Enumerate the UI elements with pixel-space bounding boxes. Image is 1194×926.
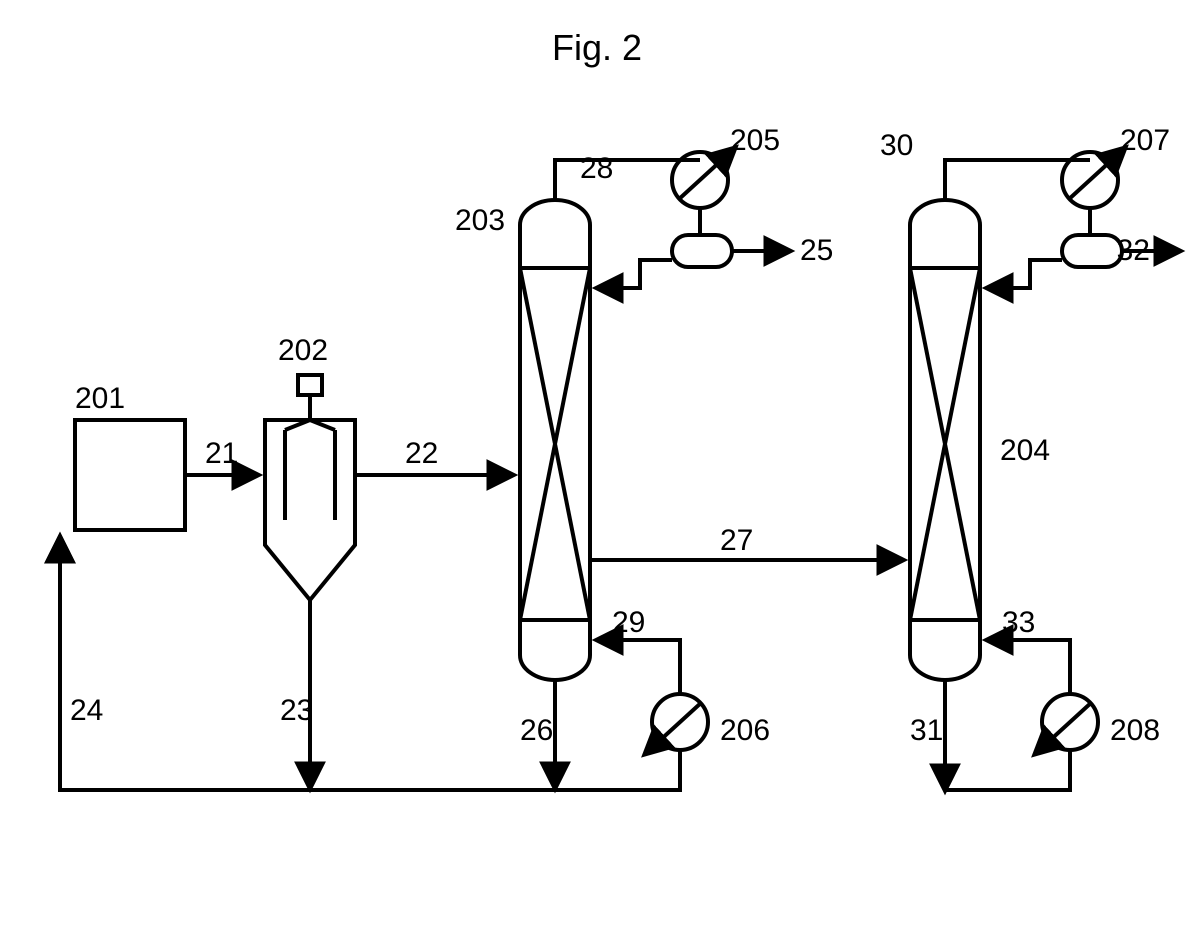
stream-labels: 21 22 23 24 25 26 27 28 29 30 31 32 33	[70, 129, 1150, 747]
stream-28	[555, 160, 700, 200]
streams	[60, 152, 1180, 790]
stream-33-return	[987, 640, 1070, 694]
label-31: 31	[910, 714, 943, 747]
stream-33-out	[945, 750, 1070, 790]
label-23: 23	[280, 694, 313, 727]
label-24: 24	[70, 694, 103, 727]
unit-203-label: 203	[455, 204, 505, 237]
label-28: 28	[580, 152, 613, 185]
stream-29-out	[555, 750, 680, 790]
unit-206: 206	[645, 694, 770, 754]
label-33: 33	[1002, 606, 1035, 639]
label-30: 30	[880, 129, 913, 162]
unit-208: 208	[1035, 694, 1160, 754]
unit-204-label: 204	[1000, 434, 1050, 467]
stream-29-return	[597, 640, 680, 694]
label-26: 26	[520, 714, 553, 747]
label-22: 22	[405, 437, 438, 470]
label-25: 25	[800, 234, 833, 267]
unit-205: 205	[672, 124, 780, 267]
unit-202-label: 202	[278, 334, 328, 367]
unit-208-label: 208	[1110, 714, 1160, 747]
stream-24-bus	[60, 537, 555, 790]
unit-207-label: 207	[1120, 124, 1170, 157]
unit-201: 201	[75, 382, 185, 530]
label-32: 32	[1117, 234, 1150, 267]
stream-reflux-204	[987, 260, 1062, 288]
stream-30	[945, 160, 1090, 200]
label-27: 27	[720, 524, 753, 557]
process-diagram: Fig. 2 201 202 203 204	[0, 0, 1194, 926]
figure-title: Fig. 2	[552, 27, 642, 68]
unit-206-label: 206	[720, 714, 770, 747]
unit-205-label: 205	[730, 124, 780, 157]
label-21: 21	[205, 437, 238, 470]
unit-201-label: 201	[75, 382, 125, 415]
unit-203: 203	[455, 200, 590, 680]
unit-202: 202	[265, 334, 355, 600]
label-29: 29	[612, 606, 645, 639]
stream-reflux-203	[597, 260, 672, 288]
